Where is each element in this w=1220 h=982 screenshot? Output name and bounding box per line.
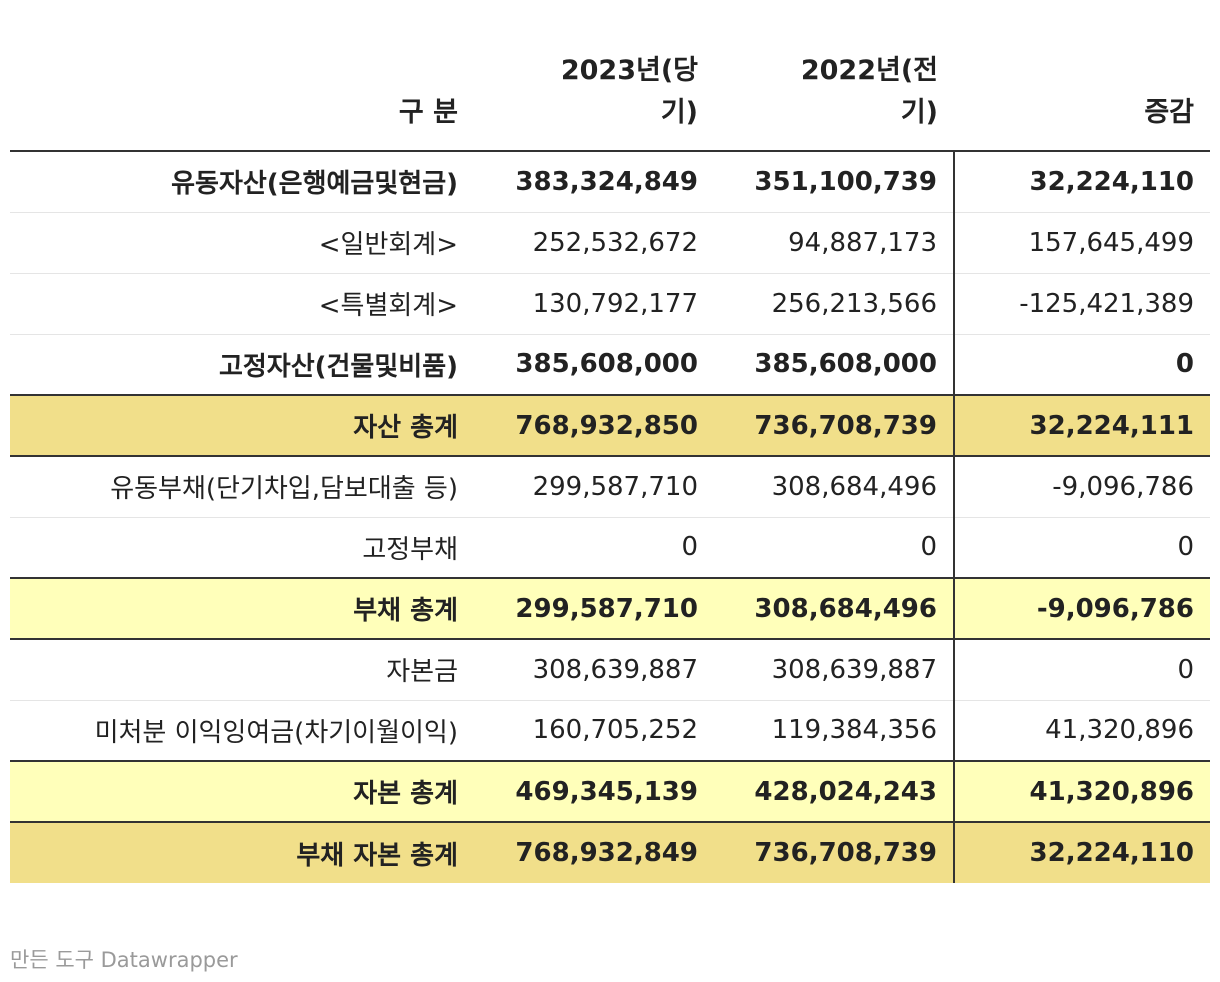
value-2022-cell: 94,887,173 <box>714 212 954 274</box>
value-2023-cell: 768,932,850 <box>474 394 714 457</box>
table-row: 자본금 308,639,887 308,639,887 0 <box>10 639 1210 701</box>
change-cell: 41,320,896 <box>953 760 1210 823</box>
table-row: 유동부채(단기차입,담보대출 등) 299,587,710 308,684,496-… <box>10 456 1210 518</box>
header-2023: 2023년(당기) <box>474 46 714 152</box>
row-label-cell: 부채 자본 총계 <box>10 821 474 883</box>
value-2023-cell: 160,705,252 <box>474 700 714 762</box>
value-2022-cell: 385,608,000 <box>714 334 954 396</box>
row-label-cell: 자본 총계 <box>10 760 474 823</box>
change-cell: 0 <box>953 639 1210 701</box>
table-row: <특별회계> 130,792,177 256,213,566 -125,421,389 <box>10 273 1210 335</box>
footer-credit[interactable]: 만든 도구 Datawrapper <box>10 948 238 972</box>
value-2022-cell: 0 <box>714 517 954 579</box>
table-row: 자본 총계 469,345,139 428,024,243 41,320,896 <box>10 760 1210 823</box>
value-2023-cell: 130,792,177 <box>474 273 714 335</box>
change-cell: 157,645,499 <box>953 212 1210 274</box>
row-label-cell: 자본금 <box>10 639 474 701</box>
row-label-cell: 유동자산(은행예금및현금) <box>10 151 474 213</box>
change-cell: -125,421,389 <box>953 273 1210 335</box>
balance-sheet-table: 구 분 2023년(당기) 2022년(전기) 증감 유동자산(은행예금및현금)… <box>10 46 1210 883</box>
header-change: 증감 <box>954 46 1210 152</box>
value-2022-cell: 428,024,243 <box>714 760 954 823</box>
table-row: <일반회계> 252,532,672 94,887,173 157,645,499 <box>10 212 1210 274</box>
row-label-cell: 유동부채(단기차입,담보대출 등) <box>10 456 474 518</box>
value-2022-cell: 736,708,739 <box>714 394 954 457</box>
change-cell: 41,320,896 <box>953 700 1210 762</box>
change-cell: 32,224,111 <box>953 394 1210 457</box>
value-2023-cell: 383,324,849 <box>474 151 714 213</box>
row-label-cell: 고정자산(건물및비품) <box>10 334 474 396</box>
change-cell: 32,224,110 <box>953 821 1210 883</box>
change-cell: 0 <box>953 517 1210 579</box>
change-cell: -9,096,786 <box>953 456 1210 518</box>
value-2023-cell: 469,345,139 <box>474 760 714 823</box>
value-2023-cell: 308,639,887 <box>474 639 714 701</box>
row-label-cell: 부채 총계 <box>10 577 474 640</box>
value-2023-cell: 0 <box>474 517 714 579</box>
value-2022-cell: 119,384,356 <box>714 700 954 762</box>
table-row: 자산 총계 768,932,850 736,708,739 32,224,111 <box>10 394 1210 457</box>
value-2022-cell: 736,708,739 <box>714 821 954 883</box>
row-label-cell: <일반회계> <box>10 212 474 274</box>
change-cell: 0 <box>953 334 1210 396</box>
value-2023-cell: 299,587,710 <box>474 456 714 518</box>
value-2022-cell: 256,213,566 <box>714 273 954 335</box>
table-row: 부채 자본 총계 768,932,849 736,708,739 32,224,110 <box>10 821 1210 883</box>
value-2022-cell: 308,684,496 <box>714 577 954 640</box>
table-row: 부채 총계 299,587,710 308,684,496 -9,096,786 <box>10 577 1210 640</box>
row-label-cell: <특별회계> <box>10 273 474 335</box>
row-label-cell: 고정부채 <box>10 517 474 579</box>
table-row: 유동자산(은행예금및현금) 383,324,849 351,100,739 32,22… <box>10 151 1210 213</box>
value-2022-cell: 308,639,887 <box>714 639 954 701</box>
table-row: 고정부채 0 0 0 <box>10 517 1210 579</box>
table-row: 고정자산(건물및비품) 385,608,000 385,608,000 0 <box>10 334 1210 396</box>
row-label-cell: 미처분 이익잉여금(차기이월이익) <box>10 700 474 762</box>
change-cell: -9,096,786 <box>953 577 1210 640</box>
header-category: 구 분 <box>10 46 474 152</box>
value-2023-cell: 252,532,672 <box>474 212 714 274</box>
table-body: 유동자산(은행예금및현금) 383,324,849 351,100,739 32,22… <box>10 151 1210 883</box>
balance-sheet-table-container: 구 분 2023년(당기) 2022년(전기) 증감 유동자산(은행예금및현금)… <box>10 46 1210 883</box>
value-2023-cell: 385,608,000 <box>474 334 714 396</box>
value-2023-cell: 299,587,710 <box>474 577 714 640</box>
table-row: 미처분 이익잉여금(차기이월이익) 160,705,252 119,384,356 4… <box>10 700 1210 762</box>
value-2022-cell: 351,100,739 <box>714 151 954 213</box>
value-2022-cell: 308,684,496 <box>714 456 954 518</box>
value-2023-cell: 768,932,849 <box>474 821 714 883</box>
change-cell: 32,224,110 <box>953 151 1210 213</box>
header-2022: 2022년(전기) <box>714 46 954 152</box>
row-label-cell: 자산 총계 <box>10 394 474 457</box>
table-header-row: 구 분 2023년(당기) 2022년(전기) 증감 <box>10 46 1210 152</box>
